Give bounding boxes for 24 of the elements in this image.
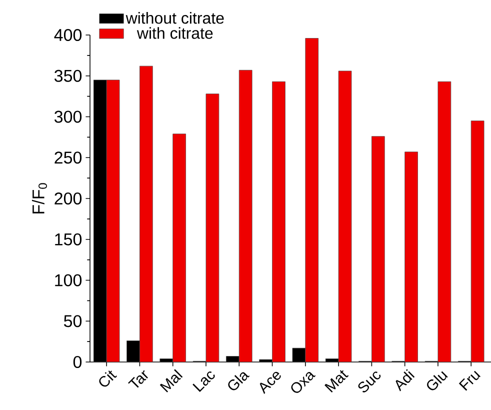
x-tick-label: Tar bbox=[128, 370, 148, 388]
x-tick-label: Lac bbox=[192, 371, 215, 392]
x-tick-label: Oxa bbox=[291, 372, 316, 393]
x-tick-label: Cit bbox=[99, 370, 117, 387]
x-tick-label: Suc bbox=[358, 372, 381, 392]
y-tick-label: 200 bbox=[54, 192, 82, 205]
y-tick-label: 300 bbox=[54, 110, 82, 123]
y-tick-label: 250 bbox=[54, 152, 82, 164]
y-tick-label: 400 bbox=[54, 28, 82, 42]
y-axis-title: F/F$_{0}$ bbox=[32, 183, 47, 214]
x-tick-label: Glu bbox=[427, 371, 448, 390]
x-tick-label: Mal bbox=[160, 369, 183, 392]
legend-label: with citrate bbox=[136, 27, 213, 39]
x-tick-label: Ace bbox=[260, 372, 281, 394]
y-tick-label: 0 bbox=[73, 356, 82, 368]
x-tick-label: Adi bbox=[396, 369, 415, 392]
y-tick-label: 350 bbox=[54, 70, 82, 82]
x-tick-label: Fru bbox=[458, 370, 481, 391]
legend-label: without citrate bbox=[126, 12, 224, 24]
y-tick-label: 100 bbox=[55, 274, 82, 286]
x-tick-label: Gla bbox=[228, 372, 250, 390]
y-tick-label: 50 bbox=[64, 315, 82, 328]
x-tick-label: Mat bbox=[324, 370, 349, 393]
y-tick-label: 150 bbox=[55, 233, 82, 246]
